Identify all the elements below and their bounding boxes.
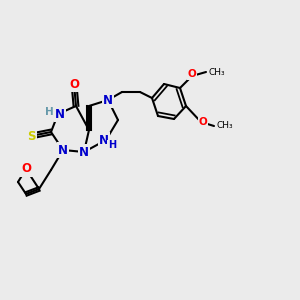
Text: CH₃: CH₃ [216, 122, 233, 130]
Text: O: O [199, 117, 207, 127]
Text: S: S [27, 130, 35, 142]
Text: H: H [108, 140, 116, 150]
Text: N: N [55, 107, 65, 121]
Text: N: N [103, 94, 113, 106]
Text: H: H [45, 107, 54, 117]
Text: O: O [21, 163, 31, 176]
Text: O: O [69, 77, 79, 91]
Text: N: N [79, 146, 89, 158]
Text: N: N [58, 143, 68, 157]
Text: CH₃: CH₃ [208, 68, 225, 76]
Text: O: O [188, 69, 196, 79]
Text: N: N [99, 134, 109, 146]
